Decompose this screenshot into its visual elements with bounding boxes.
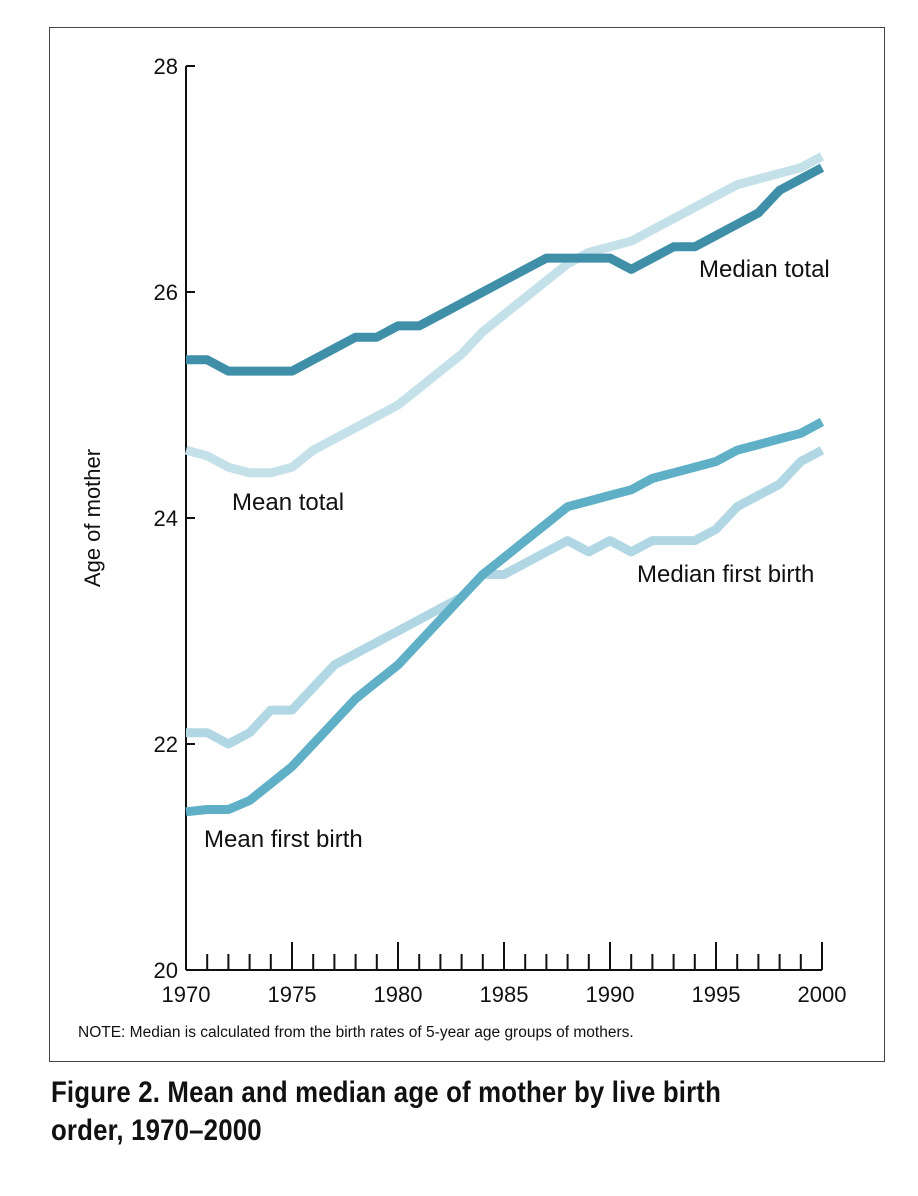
series-label-median-first-birth: Median first birth xyxy=(637,561,814,588)
figure-caption: Figure 2. Mean and median age of mother … xyxy=(51,1076,722,1147)
y-axis-label: Age of mother xyxy=(80,449,105,587)
chart-note: NOTE: Median is calculated from the birt… xyxy=(78,1024,634,1041)
chart-axes: 20 22 24 26 28 1970 1975 1980 1985 1990 1995 2000 xyxy=(154,54,847,1007)
series-label-mean-total: Mean total xyxy=(232,489,344,516)
chart-labels: Age of mother Median total Mean total Me… xyxy=(80,256,830,853)
x-tick-label: 1990 xyxy=(586,982,635,1007)
chart-series xyxy=(184,152,825,817)
series-line-median-total xyxy=(186,163,825,376)
y-tick-label: 24 xyxy=(154,506,178,531)
x-tick-label: 1975 xyxy=(268,982,317,1007)
y-tick-label: 28 xyxy=(154,54,178,79)
y-tick-label: 22 xyxy=(154,732,178,757)
series-line-mean-total xyxy=(184,152,825,478)
y-tick-label: 26 xyxy=(154,280,178,305)
figure-frame xyxy=(49,27,885,1062)
series-label-median-total: Median total xyxy=(699,256,830,283)
x-tick-label: 1980 xyxy=(374,982,423,1007)
series-label-mean-first-birth: Mean first birth xyxy=(204,826,363,853)
x-tick-label: 1985 xyxy=(480,982,529,1007)
x-tick-label: 2000 xyxy=(798,982,847,1007)
series-line-median-first-birth xyxy=(186,446,825,749)
y-tick-label: 20 xyxy=(154,958,178,983)
x-tick-label: 1970 xyxy=(162,982,211,1007)
series-line-mean-first-birth xyxy=(185,417,825,817)
x-tick-label: 1995 xyxy=(692,982,741,1007)
